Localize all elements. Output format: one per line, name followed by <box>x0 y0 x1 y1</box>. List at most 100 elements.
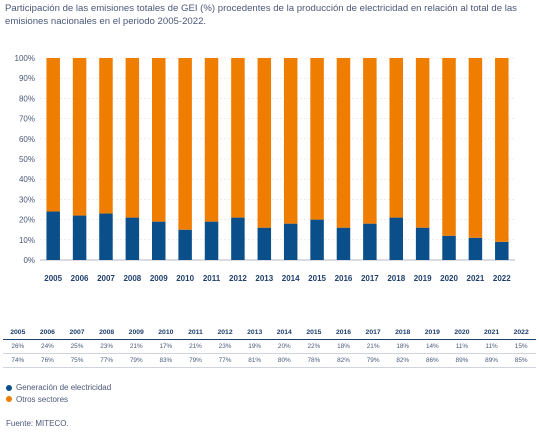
x-tick-label: 2010 <box>176 274 194 283</box>
table-header-cell: 2006 <box>32 326 63 340</box>
bar-electricity <box>231 217 245 260</box>
table-header-cell: 2022 <box>506 326 536 340</box>
bar-electricity <box>310 219 324 260</box>
bar-other <box>72 58 87 216</box>
table-cell: 14% <box>417 339 448 354</box>
x-tick-label: 2007 <box>97 274 115 283</box>
bar-other <box>178 58 192 230</box>
bar-other <box>442 58 456 236</box>
bar-electricity <box>468 237 483 260</box>
table-cell: 79% <box>121 353 152 368</box>
table-cell: 21% <box>358 339 388 354</box>
y-tick-label: 50% <box>19 155 35 164</box>
table-header-cell: 2009 <box>121 326 152 340</box>
bar-other <box>415 58 430 228</box>
table-cell: 25% <box>62 339 92 354</box>
y-tick-label: 60% <box>19 135 35 144</box>
table-header-row: 2005 2006 2007 2008 2009 2010 2011 2012 2013 2014… <box>3 326 536 340</box>
bar-electricity <box>46 211 60 260</box>
bar-electricity <box>72 215 87 260</box>
x-tick-label: 2006 <box>71 274 89 283</box>
table-cell: 18% <box>328 339 359 354</box>
table-cell: 23% <box>210 339 240 354</box>
bar-electricity <box>336 227 351 260</box>
bar-other <box>468 58 483 238</box>
table-cell: 81% <box>239 353 270 368</box>
table-cell: 19% <box>239 339 270 354</box>
table-header-cell: 2014 <box>269 326 300 340</box>
data-table: 2005 2006 2007 2008 2009 2010 2011 2012 2013 2014… <box>3 326 536 368</box>
bar-other <box>231 58 245 218</box>
table-header-cell: 2008 <box>91 326 122 340</box>
table-cell: 24% <box>32 339 63 354</box>
table-cell: 21% <box>121 339 152 354</box>
y-tick-label: 70% <box>19 115 35 124</box>
table-cell: 76% <box>32 353 63 368</box>
x-tick-label: 2005 <box>44 274 62 283</box>
x-tick-label: 2008 <box>123 274 141 283</box>
x-tick-label: 2022 <box>493 274 511 283</box>
table-header-cell: 2012 <box>210 326 240 340</box>
y-tick-label: 20% <box>19 216 35 225</box>
y-tick-label: 30% <box>19 195 35 204</box>
y-tick-label: 10% <box>19 236 35 245</box>
table-cell: 22% <box>299 339 329 354</box>
x-tick-label: 2019 <box>414 274 432 283</box>
bar-other <box>310 58 324 220</box>
legend-marker-other <box>6 396 12 403</box>
bar-other <box>46 58 60 212</box>
table-cell: 17% <box>151 339 181 354</box>
x-tick-label: 2009 <box>150 274 168 283</box>
bar-other <box>99 58 113 214</box>
table-header-cell: 2017 <box>358 326 388 340</box>
table-cell: 78% <box>299 353 329 368</box>
table-header-cell: 2020 <box>447 326 477 340</box>
table-cell: 26% <box>3 339 33 354</box>
bar-other <box>389 58 403 218</box>
x-tick-label: 2015 <box>308 274 326 283</box>
bar-electricity <box>204 221 219 260</box>
table-cell: 18% <box>387 339 418 354</box>
table-header-cell: 2011 <box>180 326 211 340</box>
legend-label-electricity: Generación de electricidad <box>16 383 112 393</box>
table-cell: 80% <box>269 353 300 368</box>
bar-other <box>336 58 351 228</box>
table-header-cell: 2013 <box>239 326 270 340</box>
legend-label-other: Otros sectores <box>16 394 69 404</box>
table-cell: 83% <box>151 353 181 368</box>
table-cell: 86% <box>417 353 448 368</box>
legend-item-other: Otros sectores <box>6 394 111 406</box>
table-cell: 21% <box>180 339 211 354</box>
x-tick-label: 2011 <box>203 274 221 283</box>
table-header-cell: 2015 <box>299 326 329 340</box>
bar-electricity <box>178 229 192 260</box>
bars-layer <box>46 58 509 260</box>
bar-other <box>283 58 298 224</box>
table-cell: 79% <box>180 353 211 368</box>
bar-electricity <box>99 213 113 260</box>
x-axis-ticks: 2005 2006 2007 2008 2009 2010 2011 2012 2013 2014… <box>44 274 511 283</box>
bar-other <box>495 58 509 242</box>
y-tick-label: 0% <box>23 256 35 265</box>
legend: Generación de electricidad Otros sectore… <box>6 382 111 405</box>
grid-layer <box>40 57 515 261</box>
table-cell: 75% <box>62 353 92 368</box>
bar-other <box>125 58 140 218</box>
table-cell: 23% <box>91 339 122 354</box>
bar-electricity <box>389 217 403 260</box>
bar-electricity <box>152 221 166 260</box>
bar-other <box>363 58 377 224</box>
bar-other <box>152 58 166 222</box>
table-header-cell: 2005 <box>3 326 33 340</box>
table-row-electricity: 26% 24% 25% 23% 21% 17% 21% 23% 19% 20% 22% 18% 21% 1… <box>3 339 536 354</box>
bar-electricity <box>283 223 298 260</box>
table-cell: 85% <box>506 353 536 368</box>
y-axis-ticks: 0% 10% 20% 30% 40% 50% 60% 70% 80% 90% 100% <box>15 54 35 265</box>
bar-other <box>257 58 272 228</box>
table-header-cell: 2010 <box>151 326 181 340</box>
table-cell: 77% <box>91 353 122 368</box>
stacked-bar-chart: 0%10%20%30%40%50%60%70%80%90%100% 2005 20… <box>15 54 515 283</box>
x-tick-label: 2012 <box>229 274 247 283</box>
table-header-cell: 2016 <box>328 326 359 340</box>
chart-title: Participación de las emisiones totales d… <box>5 3 517 27</box>
